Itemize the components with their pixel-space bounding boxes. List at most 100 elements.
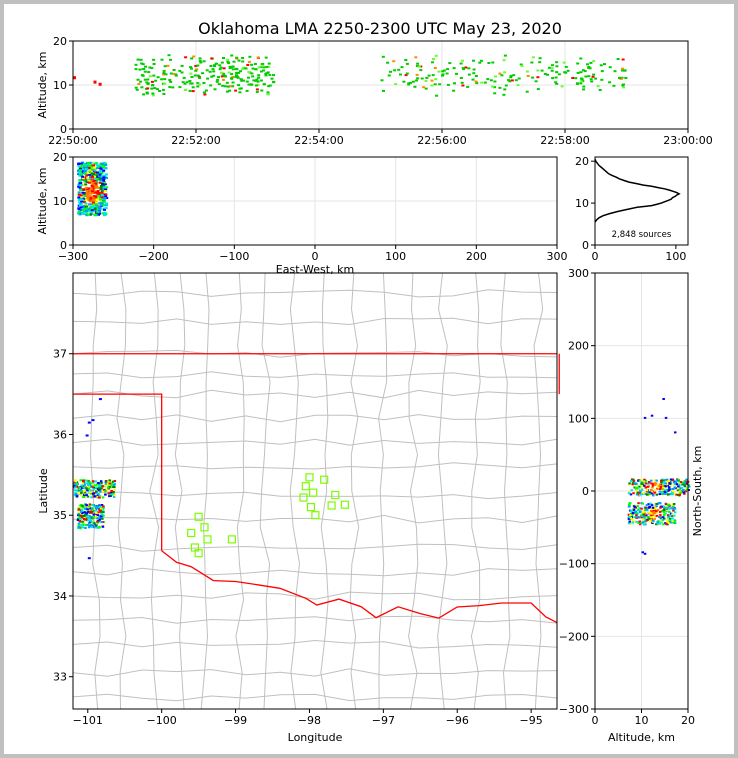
source-mark — [220, 71, 224, 74]
source-mark — [211, 68, 215, 71]
source-mark — [641, 502, 644, 505]
source-mark — [105, 197, 109, 199]
county-boundary — [408, 272, 419, 710]
county-boundary — [72, 462, 558, 470]
source-mark — [525, 70, 529, 73]
source-mark — [512, 74, 516, 77]
source-mark — [672, 503, 676, 505]
source-mark — [257, 66, 261, 69]
source-mark — [254, 68, 258, 71]
source-mark — [75, 485, 79, 488]
source-mark — [112, 495, 116, 498]
source-mark — [382, 89, 385, 92]
source-mark — [98, 504, 101, 507]
source-mark — [112, 491, 115, 493]
source-mark — [645, 504, 649, 506]
source-mark — [231, 65, 235, 68]
lma-station-marker — [309, 488, 318, 497]
source-mark — [407, 83, 411, 86]
source-mark — [654, 488, 657, 491]
source-mark — [78, 526, 81, 529]
source-mark — [135, 88, 139, 91]
source-mark — [420, 77, 424, 80]
source-mark — [227, 62, 231, 65]
plan_view-xtick-label: −97 — [372, 714, 395, 727]
source-mark — [582, 88, 586, 91]
source-mark — [658, 490, 662, 493]
source-mark — [99, 164, 102, 167]
source-mark — [86, 524, 89, 526]
source-mark — [629, 522, 632, 525]
source-mark — [78, 201, 82, 204]
source-mark — [643, 514, 647, 517]
lma-station-marker — [340, 500, 349, 509]
source-mark — [93, 169, 97, 172]
source-mark — [102, 514, 105, 517]
source-mark — [650, 490, 653, 493]
county-boundary — [72, 371, 558, 379]
source-mark — [466, 85, 470, 88]
source-mark — [660, 479, 663, 482]
source-mark — [146, 83, 150, 86]
source-mark — [266, 93, 270, 96]
source-mark — [81, 512, 84, 514]
county-boundary — [72, 615, 558, 624]
source-mark — [98, 212, 101, 215]
source-mark — [247, 83, 251, 86]
source-mark — [85, 214, 89, 217]
source-mark — [681, 481, 685, 484]
source-mark — [90, 492, 93, 495]
source-mark — [88, 510, 92, 513]
source-mark — [102, 505, 105, 508]
source-mark — [441, 74, 444, 77]
source-mark — [190, 57, 194, 60]
source-mark — [95, 201, 99, 204]
source-mark — [96, 172, 100, 175]
county-boundary — [72, 289, 558, 298]
source-mark — [92, 516, 95, 519]
source-mark — [579, 77, 583, 80]
source-mark — [472, 59, 475, 62]
source-mark — [407, 82, 411, 85]
source-mark — [640, 516, 644, 519]
source-mark — [95, 511, 98, 514]
source-mark — [668, 481, 671, 483]
source-mark — [670, 493, 674, 496]
source-mark — [110, 484, 113, 487]
source-mark — [81, 482, 85, 485]
source-mark — [231, 76, 235, 78]
source-mark — [676, 487, 680, 490]
county-boundary — [200, 272, 210, 710]
source-mark — [655, 510, 658, 513]
source-mark — [631, 512, 635, 515]
ns_altitude-ytick-label: 0 — [582, 485, 589, 498]
source-mark — [113, 480, 117, 482]
source-mark — [85, 494, 88, 497]
source-mark — [235, 74, 238, 77]
plan_view-ytick-label: 33 — [53, 671, 67, 684]
source-mark — [96, 494, 99, 497]
source-mark — [143, 78, 147, 81]
source-mark — [502, 93, 506, 96]
source-mark — [673, 486, 676, 489]
source-mark — [647, 511, 651, 514]
source-mark — [671, 478, 675, 481]
source-mark — [91, 480, 95, 483]
source-mark — [551, 64, 554, 67]
source-mark — [194, 65, 198, 67]
source-mark — [88, 167, 92, 169]
source-mark — [77, 169, 81, 172]
source-mark — [431, 74, 435, 77]
source-mark — [79, 521, 82, 524]
source-mark — [83, 177, 87, 180]
source-mark — [592, 73, 596, 76]
plan_view-ytick-label: 34 — [53, 590, 67, 603]
source-mark — [79, 174, 83, 177]
ew_height-xtick-label: −200 — [139, 250, 169, 263]
source-mark — [94, 513, 97, 516]
source-mark — [245, 89, 249, 92]
source-mark — [174, 74, 178, 77]
plan_view-xtick-label: −101 — [73, 714, 103, 727]
source-mark — [100, 172, 104, 175]
time_height-ytick-label: 10 — [53, 79, 67, 92]
